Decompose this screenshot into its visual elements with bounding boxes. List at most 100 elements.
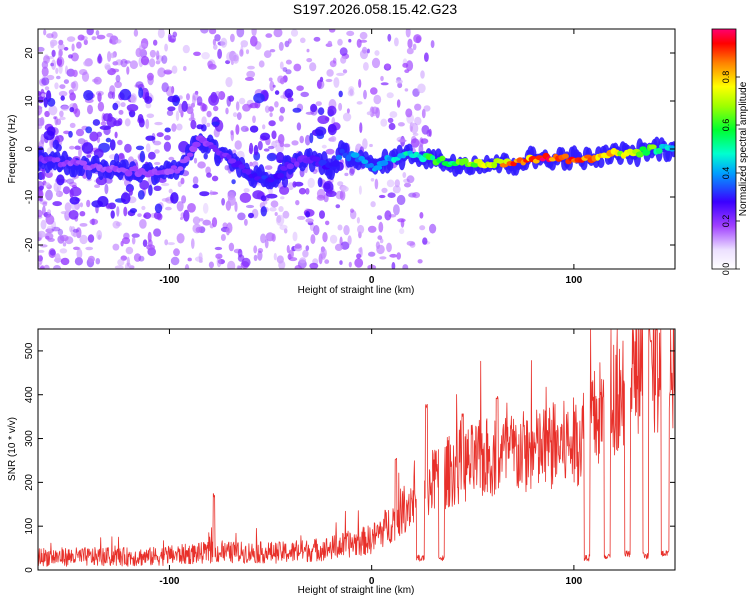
spectrogram-noise-blob xyxy=(347,235,352,246)
spectrogram-signal-blob xyxy=(327,105,337,116)
spectrogram-noise-blob xyxy=(279,224,288,231)
spectrogram-signal-blob xyxy=(68,130,73,138)
spectrogram-noise-blob xyxy=(60,105,70,111)
spectrogram-noise-blob xyxy=(125,246,134,255)
spectrogram-noise-blob xyxy=(133,29,139,37)
spectrogram-signal-blob xyxy=(99,125,112,130)
spectrogram-noise-blob xyxy=(278,115,284,122)
spectrogram-ridge-point xyxy=(561,153,569,159)
spectrogram-noise-blob xyxy=(85,246,94,251)
spectrogram-noise-blob xyxy=(268,106,274,112)
spectrogram-noise-blob xyxy=(415,36,421,44)
spectrogram-signal-blob xyxy=(164,127,171,133)
spectrogram-noise-blob xyxy=(394,37,399,47)
spectrogram-signal-blob xyxy=(317,115,330,124)
spectrogram-noise-blob xyxy=(424,52,429,62)
spectrogram-signal-blob xyxy=(135,145,145,151)
spectrogram-noise-blob xyxy=(309,62,317,72)
spectrogram-noise-blob xyxy=(236,112,242,121)
spectrogram-noise-blob xyxy=(368,251,376,257)
spectrogram-ridge-point xyxy=(439,155,446,162)
spectrogram-noise-blob xyxy=(157,29,165,39)
spectrogram-noise-blob xyxy=(215,253,223,259)
spectrogram-noise-blob xyxy=(176,233,185,244)
spectrogram-ridge-point xyxy=(335,154,343,161)
spectrogram-noise-blob xyxy=(214,246,223,251)
spectrogram-noise-blob xyxy=(77,138,86,145)
spectrogram-ridge-point xyxy=(339,148,345,154)
spectrogram-noise-blob xyxy=(66,36,76,42)
spectrogram-noise-blob xyxy=(238,97,246,105)
spectrogram-noise-blob xyxy=(240,40,249,48)
spectrogram-noise-blob xyxy=(216,256,222,268)
spectrogram-noise-blob xyxy=(287,38,292,44)
spectrogram-noise-blob xyxy=(370,201,376,208)
spectrogram-noise-blob xyxy=(274,101,279,108)
spectrogram-ridge-point xyxy=(648,144,657,150)
spectrogram-noise-blob xyxy=(112,220,121,229)
spectrogram-noise-blob xyxy=(420,138,429,144)
spectrogram-noise-blob xyxy=(251,29,257,37)
spectrogram-xlabel: Height of straight line (km) xyxy=(298,285,415,296)
spectrogram-noise-blob xyxy=(260,233,267,244)
spectrogram-noise-blob xyxy=(45,235,50,240)
spectrogram-ridge-point xyxy=(430,155,436,161)
spectrogram-signal-blob xyxy=(310,103,318,113)
snr-ytick-label: 200 xyxy=(24,474,35,491)
spectrogram-signal-blob xyxy=(126,104,139,112)
snr-panel: -100 0 100 0 100 200 300 400 500 Height of strai… xyxy=(7,328,676,596)
spectrogram-noise-blob xyxy=(349,165,356,175)
spectrogram-noise-blob xyxy=(224,165,230,171)
spectrogram-noise-blob xyxy=(38,230,46,238)
spectrogram-noise-blob xyxy=(244,218,248,226)
spectrogram-noise-blob xyxy=(306,58,313,63)
spectrogram-signal-blob xyxy=(56,174,65,186)
spectrogram-noise-blob xyxy=(316,188,326,199)
spectrogram-signal-blob xyxy=(253,144,259,156)
spectrogram-noise-blob xyxy=(133,253,142,262)
spectrogram-noise-blob xyxy=(264,238,269,249)
spectrogram-noise-blob xyxy=(421,108,426,119)
spectrogram-signal-blob xyxy=(148,151,156,160)
spectrogram-signal-blob xyxy=(41,168,46,180)
spectrogram-noise-blob xyxy=(377,235,383,240)
spectrogram-noise-blob xyxy=(417,259,423,264)
spectrogram-noise-blob xyxy=(356,101,363,105)
spectrogram-noise-blob xyxy=(410,122,415,127)
spectrogram-noise-blob xyxy=(107,51,112,62)
spectrogram-noise-blob xyxy=(239,49,244,57)
spectrogram-noise-blob xyxy=(299,135,305,144)
colorbar-tick-label: 0.4 xyxy=(721,167,731,180)
spectrogram-noise-blob xyxy=(104,183,109,195)
spectrogram-noise-blob xyxy=(69,92,76,101)
spectrogram-noise-blob xyxy=(73,246,80,250)
spectrogram-noise-blob xyxy=(325,78,333,83)
spectrogram-noise-blob xyxy=(117,139,123,146)
spectrogram-signal-blob xyxy=(181,100,188,112)
spectrogram-signal-blob xyxy=(47,97,56,107)
spectrogram-noise-blob xyxy=(359,31,368,40)
spectrogram-noise-blob xyxy=(264,165,273,171)
spectrogram-noise-blob xyxy=(386,242,392,253)
spectrogram-noise-blob xyxy=(176,201,184,212)
spectrogram-noise-blob xyxy=(249,102,259,109)
spectrogram-ridge-point xyxy=(290,157,297,164)
spectrogram-noise-blob xyxy=(374,178,379,190)
spectrogram-noise-blob xyxy=(79,69,88,76)
spectrogram-noise-blob xyxy=(208,261,214,269)
spectrogram-noise-blob xyxy=(124,118,131,127)
spectrogram-noise-blob xyxy=(243,188,250,193)
spectrogram-noise-blob xyxy=(426,129,431,137)
spectrogram-signal-blob xyxy=(170,192,179,204)
spectrogram-noise-blob xyxy=(305,245,310,251)
spectrogram-noise-blob xyxy=(338,102,343,111)
spectrogram-ridge-point xyxy=(368,163,374,168)
spectrogram-noise-blob xyxy=(387,117,394,123)
spectrogram-noise-blob xyxy=(225,77,233,88)
spectrogram-noise-blob xyxy=(124,60,131,64)
spectrogram-noise-blob xyxy=(262,124,266,130)
spectrogram-signal-blob xyxy=(128,109,136,118)
spectrogram-noise-blob xyxy=(279,77,285,85)
spectrogram-ridge-point xyxy=(183,156,191,162)
spectrogram-noise-blob xyxy=(38,46,45,52)
